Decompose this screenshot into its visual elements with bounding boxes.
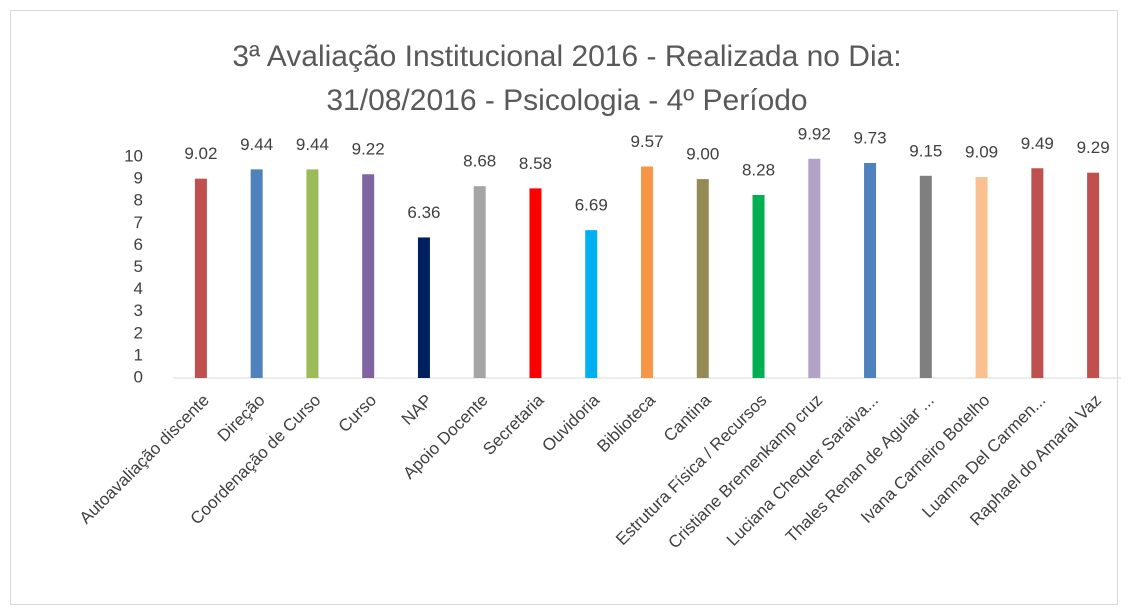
data-label: 9.57 — [630, 132, 663, 151]
data-label: 9.73 — [854, 128, 887, 147]
y-tick-label: 1 — [134, 345, 143, 364]
data-label: 9.15 — [909, 141, 942, 160]
data-label: 9.29 — [1077, 138, 1110, 157]
y-tick-label: 5 — [134, 257, 143, 276]
data-label: 9.02 — [184, 144, 217, 163]
bar — [919, 175, 932, 378]
bar — [752, 195, 765, 378]
bar — [696, 179, 709, 378]
data-label: 9.92 — [798, 124, 831, 143]
bar — [417, 237, 430, 378]
bar — [529, 188, 542, 378]
y-tick-label: 9 — [134, 169, 143, 188]
bar — [306, 169, 319, 378]
data-label: 9.22 — [352, 140, 385, 159]
bar — [362, 174, 375, 378]
bar — [585, 230, 598, 378]
data-label: 9.09 — [965, 143, 998, 162]
y-tick-label: 4 — [134, 279, 143, 298]
bar — [864, 162, 877, 378]
data-label: 8.28 — [742, 160, 775, 179]
y-tick-label: 0 — [134, 367, 143, 386]
y-tick-label: 3 — [134, 301, 143, 320]
data-label: 8.58 — [519, 154, 552, 173]
y-tick-label: 8 — [134, 191, 143, 210]
bar — [975, 177, 988, 378]
y-tick-label: 7 — [134, 213, 143, 232]
chart-title: 3ª Avaliação Institucional 2016 - Realiz… — [232, 40, 901, 73]
bar — [473, 186, 486, 378]
data-label: 6.36 — [407, 203, 440, 222]
bar — [194, 178, 207, 378]
bar — [808, 158, 821, 378]
y-tick-label: 6 — [134, 235, 143, 254]
data-label: 9.44 — [240, 135, 273, 154]
data-label: 8.68 — [463, 152, 496, 171]
data-label: 9.44 — [296, 135, 329, 154]
bar — [641, 166, 653, 378]
bar — [1087, 172, 1100, 378]
bar — [1031, 168, 1044, 378]
y-tick-label: 2 — [134, 323, 143, 342]
bar — [250, 169, 263, 378]
data-label: 6.69 — [575, 196, 608, 215]
data-label: 9.49 — [1021, 134, 1054, 153]
data-label: 9.00 — [686, 145, 719, 164]
chart-title: 31/08/2016 - Psicologia - 4º Período — [326, 84, 807, 117]
y-tick-label: 10 — [124, 146, 143, 165]
